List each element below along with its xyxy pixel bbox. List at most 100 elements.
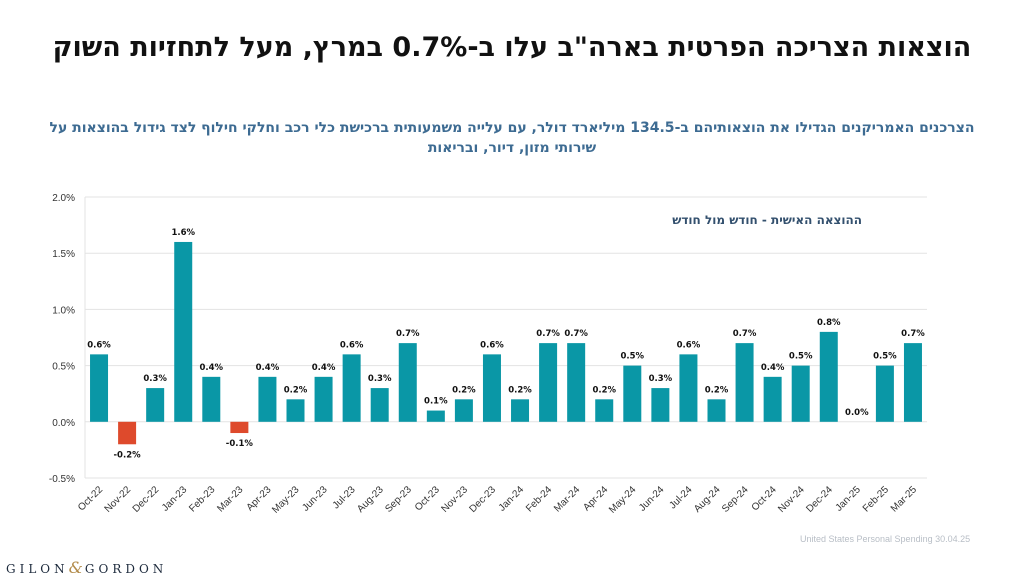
- bar: [314, 376, 333, 422]
- x-tick-label: Mar-23: [215, 484, 245, 514]
- data-label: 0.7%: [733, 329, 757, 339]
- logo-right-text: GORDON: [84, 562, 168, 576]
- data-label: -0.1%: [226, 439, 254, 449]
- bar: [623, 365, 642, 422]
- data-label: 0.2%: [452, 385, 476, 395]
- bar: [567, 343, 586, 422]
- bar: [763, 376, 782, 422]
- data-label: 1.6%: [171, 228, 195, 238]
- grid-lines: [84, 196, 927, 479]
- x-tick-label: May-24: [607, 484, 639, 516]
- x-tick-label: Feb-24: [524, 484, 554, 514]
- data-label: 0.6%: [340, 340, 364, 350]
- data-label: -0.2%: [114, 450, 142, 460]
- x-tick-label: Aug-24: [692, 484, 723, 515]
- bar: [258, 376, 277, 422]
- x-tick-label: Jan-25: [834, 484, 864, 514]
- logo-ampersand: &: [68, 558, 85, 577]
- y-tick-label: 2.0%: [52, 193, 75, 204]
- data-label: 0.6%: [677, 340, 701, 350]
- data-label: 0.2%: [705, 385, 729, 395]
- bar: [791, 365, 810, 422]
- bar: [875, 365, 894, 422]
- data-label: 0.4%: [312, 363, 336, 373]
- x-tick-label: Jun-24: [637, 484, 667, 514]
- data-label: 0.6%: [480, 340, 504, 350]
- data-label: 0.3%: [368, 374, 392, 384]
- x-tick-label: Jan-23: [160, 484, 190, 514]
- x-tick-label: Mar-24: [552, 484, 582, 514]
- x-tick-label: Nov-23: [439, 484, 470, 515]
- x-tick-label: Feb-23: [187, 484, 217, 514]
- bar: [482, 354, 501, 422]
- bar: [146, 388, 165, 422]
- x-tick-label: Nov-22: [103, 484, 134, 515]
- page-title: הוצאות הצריכה הפרטית בארה"ב עלו ב-0.7% ב…: [52, 32, 972, 63]
- bars: [90, 241, 922, 445]
- bar: [679, 354, 698, 422]
- data-label: 0.4%: [761, 363, 785, 373]
- x-tick-label: Dec-24: [804, 484, 835, 515]
- bar: [707, 399, 726, 422]
- y-axis: -0.5% 0.0% 0.5% 1.0% 1.5% 2.0%: [49, 193, 75, 485]
- x-tick-label: Apr-24: [581, 484, 610, 513]
- bar: [286, 399, 305, 422]
- bar: [90, 354, 109, 422]
- data-label: 0.5%: [621, 352, 645, 362]
- x-tick-label: Sep-23: [383, 484, 414, 515]
- data-label: 0.8%: [817, 318, 841, 328]
- x-tick-label: Jan-24: [497, 484, 527, 514]
- x-tick-label: Oct-23: [413, 484, 442, 513]
- y-tick-label: -0.5%: [49, 474, 75, 485]
- y-tick-label: 1.5%: [52, 249, 75, 260]
- logo-left-text: GILON: [6, 562, 69, 576]
- data-label: 0.7%: [901, 329, 925, 339]
- x-tick-label: Feb-25: [861, 484, 891, 514]
- source-note: United States Personal Spending 30.04.25: [800, 534, 971, 544]
- bar: [174, 241, 193, 422]
- x-tick-label: Dec-22: [131, 484, 162, 515]
- bar: [342, 354, 361, 422]
- bar: [735, 343, 754, 422]
- x-tick-label: Jun-23: [300, 484, 330, 514]
- x-tick-label: Aug-23: [355, 484, 386, 515]
- data-label: 0.1%: [424, 397, 448, 407]
- data-label: 0.7%: [536, 329, 560, 339]
- bar: [511, 399, 530, 422]
- bar: [539, 343, 558, 422]
- data-label: 0.5%: [873, 352, 897, 362]
- x-tick-label: Mar-25: [889, 484, 919, 514]
- data-label: 0.4%: [200, 363, 224, 373]
- bar: [651, 388, 670, 422]
- x-tick-label: May-23: [270, 484, 302, 516]
- bar: [903, 343, 922, 422]
- data-label: 0.5%: [789, 352, 813, 362]
- y-tick-label: 0.0%: [52, 418, 75, 429]
- data-label: 0.2%: [508, 385, 532, 395]
- data-label: 0.2%: [284, 385, 308, 395]
- data-label: 0.0%: [845, 408, 869, 418]
- bar: [398, 343, 417, 422]
- chart-legend-label: ההוצאה האישית - חודש מול חודש: [672, 213, 862, 227]
- x-tick-label: Jul-23: [331, 484, 358, 511]
- bar: [819, 331, 838, 422]
- data-label: 0.2%: [592, 385, 616, 395]
- bar: [454, 399, 473, 422]
- bar: [426, 410, 445, 422]
- data-label: 0.3%: [649, 374, 673, 384]
- data-label: 0.4%: [256, 363, 280, 373]
- x-tick-label: Nov-24: [776, 484, 807, 515]
- x-tick-label: Sep-24: [720, 484, 751, 515]
- bar: [595, 399, 614, 422]
- y-tick-label: 1.0%: [52, 305, 75, 316]
- x-tick-label: Apr-23: [245, 484, 274, 513]
- company-logo: GILON&GORDON: [6, 558, 167, 577]
- bar: [118, 421, 137, 445]
- x-tick-label: Oct-24: [750, 484, 779, 513]
- data-labels: 0.6% -0.2% 0.3% 1.6% 0.4% -0.1% 0.4% 0.2% 0.4% 0.…: [87, 228, 925, 460]
- bar: [202, 376, 221, 422]
- data-label: 0.7%: [564, 329, 588, 339]
- x-tick-label: Jul-24: [668, 484, 695, 511]
